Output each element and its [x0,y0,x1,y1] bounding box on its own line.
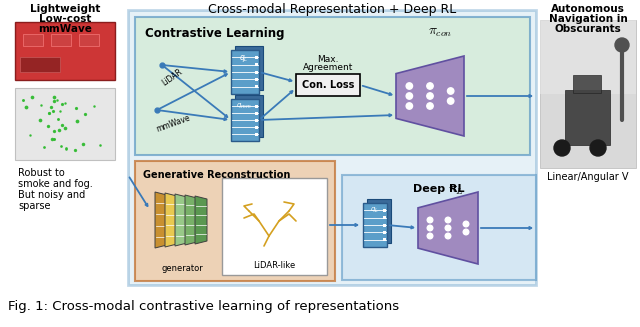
Polygon shape [396,56,464,136]
Text: Autonomous: Autonomous [551,4,625,14]
Text: mmWave: mmWave [38,24,92,34]
Circle shape [447,98,454,104]
Bar [51,34,71,46]
Bar [135,17,530,155]
Text: Agreement: Agreement [303,63,353,72]
Circle shape [590,140,606,156]
Text: smoke and fog.: smoke and fog. [18,179,93,189]
Circle shape [445,233,451,239]
Bar [255,71,258,74]
Text: generator: generator [161,264,203,273]
Bar [342,175,536,280]
Text: Linear/Angular V: Linear/Angular V [547,172,628,182]
Text: But noisy and: But noisy and [18,190,85,200]
Circle shape [463,229,468,235]
Polygon shape [195,196,207,244]
Bar [296,74,360,96]
Circle shape [406,93,413,99]
Text: Lightweight: Lightweight [30,4,100,14]
Bar [255,118,258,122]
Text: Robust to: Robust to [18,168,65,178]
Circle shape [463,221,468,227]
Circle shape [554,140,570,156]
Text: Con. Loss: Con. Loss [302,80,354,90]
Bar [231,50,259,94]
Bar [255,85,258,88]
Bar [565,90,610,145]
Bar [383,223,386,227]
Bar [255,126,258,129]
Text: Fig. 1: Cross-modal contrastive learning of representations: Fig. 1: Cross-modal contrastive learning… [8,300,399,313]
Circle shape [427,103,433,109]
Bar [20,57,60,72]
Bar [540,20,636,94]
Bar [255,132,258,135]
Text: Obscurants: Obscurants [555,24,621,34]
Bar [222,178,327,275]
Text: Low-cost: Low-cost [39,14,91,24]
Bar [135,161,335,281]
Circle shape [428,233,433,239]
Text: Deep RL: Deep RL [413,184,465,194]
Polygon shape [185,195,197,245]
Bar [128,10,536,285]
Polygon shape [418,192,478,264]
Text: $q_L$: $q_L$ [369,206,378,215]
Bar [383,209,386,212]
Bar [540,20,636,168]
Bar [367,199,391,243]
Bar [15,88,115,160]
Bar [573,75,601,93]
Circle shape [406,83,413,89]
Bar [235,95,263,137]
Polygon shape [175,194,187,246]
Circle shape [445,225,451,231]
Bar [255,105,258,108]
Bar [79,34,99,46]
Circle shape [428,225,433,231]
Text: LiDAR: LiDAR [160,67,184,88]
Text: Max.: Max. [317,55,339,64]
Polygon shape [155,192,167,248]
Circle shape [445,217,451,223]
Bar [255,78,258,81]
Bar [23,34,43,46]
Bar [255,112,258,114]
Text: sparse: sparse [18,201,51,211]
Circle shape [427,83,433,89]
Circle shape [615,38,629,52]
Bar [235,46,263,90]
Text: mmWave: mmWave [155,113,191,134]
Polygon shape [165,193,177,247]
Circle shape [428,217,433,223]
Text: Generative Reconstruction: Generative Reconstruction [143,170,291,180]
Text: $\pi_{con}$: $\pi_{con}$ [428,25,452,39]
Text: Cross-modal Representation + Deep RL: Cross-modal Representation + Deep RL [208,3,456,16]
Bar [255,63,258,66]
Bar [383,216,386,219]
Bar [363,203,387,247]
Bar [15,22,115,80]
Bar [383,231,386,234]
Bar [383,238,386,241]
Text: $q_{mm}$: $q_{mm}$ [236,102,252,111]
Bar [231,99,259,141]
Text: Contrastive Learning: Contrastive Learning [145,27,285,40]
Text: Navigation in: Navigation in [548,14,627,24]
Circle shape [406,103,413,109]
Circle shape [447,88,454,94]
Text: LiDAR-like: LiDAR-like [253,261,295,270]
Text: $q_L$: $q_L$ [239,53,249,64]
Circle shape [427,93,433,99]
Text: $\pi_L$: $\pi_L$ [448,183,464,197]
Bar [255,56,258,59]
